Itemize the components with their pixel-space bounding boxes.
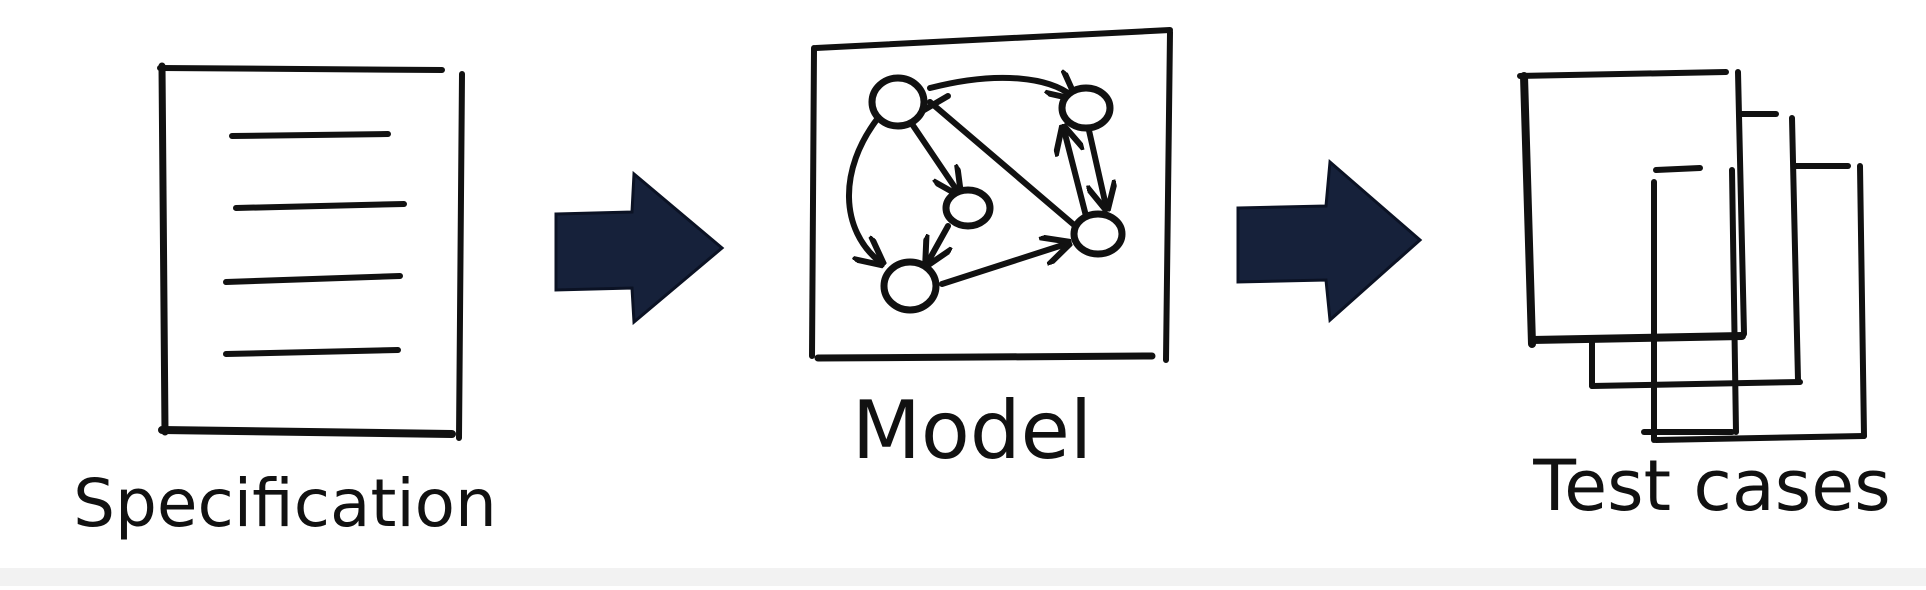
- right-arrow-icon: [554, 170, 725, 326]
- specification-label: Specification: [73, 465, 497, 542]
- state-graph-icon: [809, 27, 1173, 363]
- document-icon: [157, 62, 465, 441]
- test-cases-label: Test cases: [1532, 445, 1891, 527]
- model-label: Model: [852, 384, 1092, 477]
- stacked-pages-icon: [1517, 69, 1867, 443]
- right-arrow-icon: [1236, 158, 1423, 324]
- bottom-strip: [0, 568, 1926, 586]
